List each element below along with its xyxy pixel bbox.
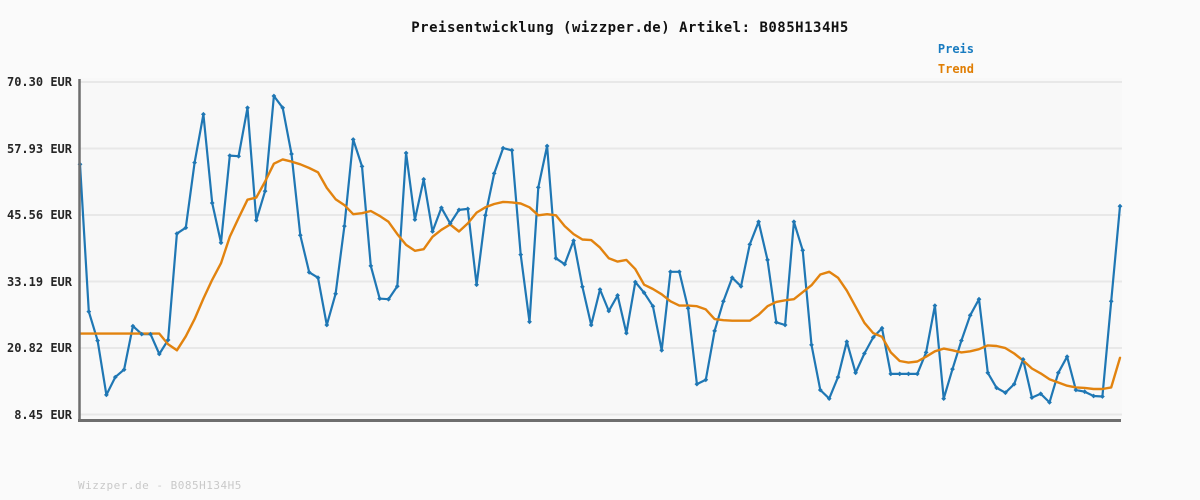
chart-legend: Preis Trend	[938, 39, 974, 79]
legend-item-preis: Preis	[937, 42, 974, 56]
y-tick-label: 57.93 EUR	[6, 141, 72, 156]
chart-title: Preisentwicklung (wizzper.de) Artikel: B…	[411, 20, 849, 36]
y-tick-label: 45.56 EUR	[6, 208, 72, 222]
y-tick-label: 33.19 EUR	[6, 274, 72, 289]
y-tick-label: 8.45 EUR	[14, 407, 72, 422]
trend-line	[78, 158, 1122, 391]
watermark: Wizzper.de - B085H134H5	[78, 479, 242, 492]
legend-item-trend: Trend	[937, 62, 974, 76]
y-tick-label: 20.82 EUR	[6, 341, 72, 355]
y-tick-label: 70.30 EUR	[6, 75, 72, 89]
